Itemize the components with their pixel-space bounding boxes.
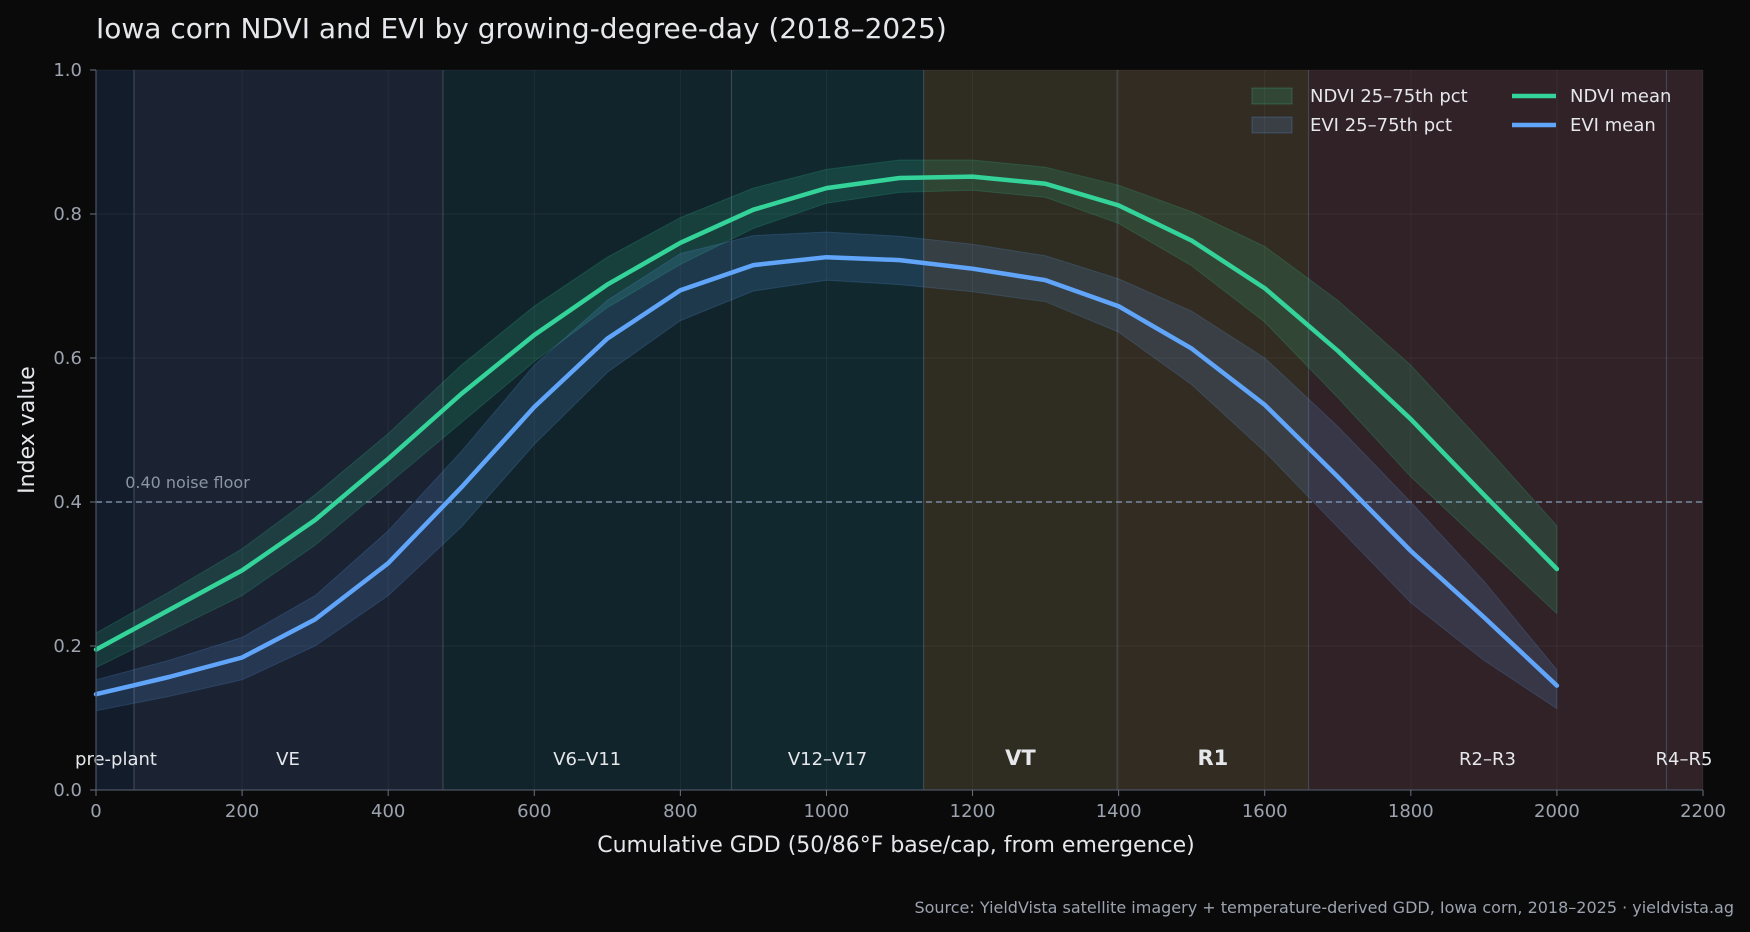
- line-NDVI mean: [93, 174, 1560, 652]
- x-tick-label: 1400: [1096, 801, 1142, 822]
- x-tick-label: 1000: [804, 801, 850, 822]
- stage-band-VT: [923, 70, 1118, 790]
- noise-floor-label: 0.40 noise floor: [125, 473, 250, 492]
- y-tick-label: 0.2: [53, 636, 82, 657]
- mean-lines: [93, 174, 1560, 697]
- x-tick-label: 1800: [1388, 801, 1434, 822]
- line-EVI mean: [93, 254, 1560, 697]
- legend-label: NDVI mean: [1570, 86, 1671, 107]
- x-tick-label: 200: [225, 801, 259, 822]
- y-tick-label: 0.0: [53, 780, 82, 801]
- x-tick-label: 0: [90, 801, 101, 822]
- stage-band-pre-plant: [96, 70, 134, 790]
- y-tick-label: 0.4: [53, 492, 82, 513]
- percentile-bands: [95, 159, 1558, 712]
- band-NDVI 25–75th pct: [95, 159, 1558, 669]
- stage-label-VT: VT: [1005, 746, 1036, 770]
- x-tick-label: 400: [371, 801, 405, 822]
- x-tick-label: 800: [663, 801, 697, 822]
- stage-band-V6–V11: [442, 70, 732, 790]
- stage-band-VE: [133, 70, 443, 790]
- stage-label-VE: VE: [276, 749, 300, 770]
- axes: 0 200 400 600 800 1000 1200 1400 1600 1800 2000 220…: [53, 60, 1726, 822]
- y-tick-label: 0.8: [53, 204, 82, 225]
- legend-swatch: [1251, 87, 1293, 105]
- legend-item-EVI 25–75th pct[interactable]: EVI 25–75th pct: [1251, 115, 1452, 136]
- legend-item-NDVI mean[interactable]: NDVI mean: [1512, 86, 1671, 107]
- x-tick-label: 2000: [1534, 801, 1580, 822]
- stage-label-R4–R5: R4–R5: [1656, 749, 1713, 770]
- stage-label-V6–V11: V6–V11: [553, 749, 621, 770]
- stage-band-R1: [1117, 70, 1309, 790]
- legend-label: EVI 25–75th pct: [1310, 115, 1452, 136]
- stage-label-V12–V17: V12–V17: [788, 749, 867, 770]
- legend-label: NDVI 25–75th pct: [1310, 86, 1468, 107]
- stage-label-R2–R3: R2–R3: [1459, 749, 1516, 770]
- legend-swatch: [1251, 116, 1293, 134]
- x-tick-label: 2200: [1680, 801, 1726, 822]
- stage-label-R1: R1: [1197, 746, 1228, 770]
- band-EVI 25–75th pct: [95, 231, 1558, 712]
- noise-floor-reference: 0.40 noise floor: [96, 473, 1703, 503]
- legend[interactable]: NDVI 25–75th pct EVI 25–75th pct NDVI mean…: [1251, 86, 1671, 136]
- chart-title: Iowa corn NDVI and EVI by growing-degree…: [96, 12, 947, 45]
- stage-bands: [96, 70, 1703, 790]
- y-axis-label: Index value: [15, 366, 40, 494]
- y-tick-label: 0.6: [53, 348, 82, 369]
- legend-item-EVI mean[interactable]: EVI mean: [1512, 115, 1656, 136]
- x-tick-label: 1200: [950, 801, 996, 822]
- stage-band-R2–R3: [1308, 70, 1667, 790]
- source-footnote: Source: YieldVista satellite imagery + t…: [914, 898, 1734, 917]
- x-tick-label: 600: [517, 801, 551, 822]
- stage-label-pre-plant: pre-plant: [75, 749, 157, 770]
- x-axis-label: Cumulative GDD (50/86°F base/cap, from e…: [597, 833, 1195, 858]
- y-tick-label: 1.0: [53, 60, 82, 81]
- legend-item-NDVI 25–75th pct[interactable]: NDVI 25–75th pct: [1251, 86, 1468, 107]
- stage-band-R4–R5: [1666, 70, 1703, 790]
- x-tick-label: 1600: [1242, 801, 1288, 822]
- legend-label: EVI mean: [1570, 115, 1656, 136]
